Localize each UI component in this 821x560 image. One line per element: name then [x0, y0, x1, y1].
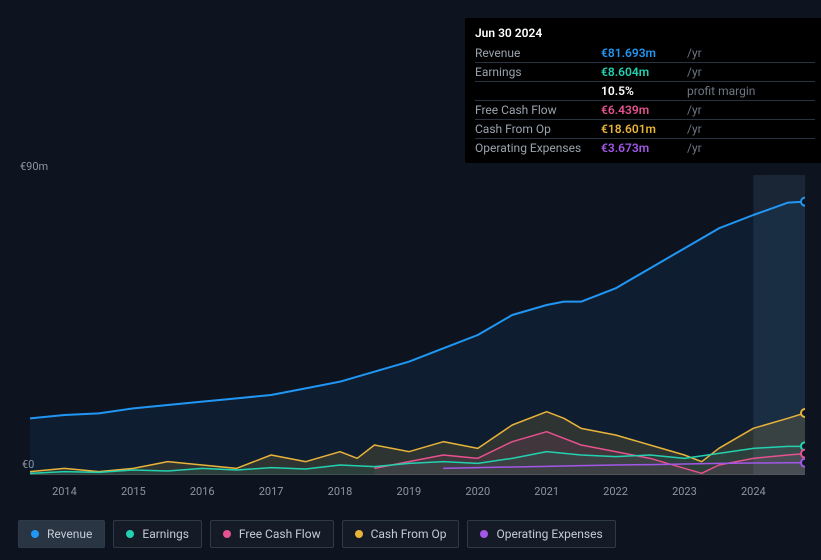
tooltip-row-unit: /yr [687, 63, 815, 82]
tooltip-row: Cash From Op€18.601m/yr [475, 120, 815, 139]
legend-label: Operating Expenses [496, 527, 602, 541]
legend-label: Cash From Op [371, 527, 447, 541]
tooltip-row-label: Operating Expenses [475, 139, 601, 158]
end-marker-free_cash_flow [801, 450, 805, 458]
tooltip-title: Jun 30 2024 [475, 24, 815, 44]
series-area-revenue [30, 202, 805, 475]
tooltip-row-label: Earnings [475, 63, 601, 82]
tooltip-row-unit: /yr [687, 139, 815, 158]
legend-item-free_cash_flow[interactable]: Free Cash Flow [210, 520, 334, 548]
tooltip-row-unit: /yr [687, 101, 815, 120]
tooltip-row-label: Free Cash Flow [475, 101, 601, 120]
legend-dot-icon [480, 530, 488, 538]
legend-item-operating_expenses[interactable]: Operating Expenses [467, 520, 615, 548]
end-marker-operating_expenses [801, 459, 805, 467]
legend-dot-icon [355, 530, 363, 538]
legend-dot-icon [31, 530, 39, 538]
tooltip-row-unit: profit margin [687, 82, 815, 101]
xaxis-tick: 2022 [603, 485, 628, 498]
yaxis-top-label: €90m [20, 160, 48, 173]
xaxis-tick: 2018 [328, 485, 353, 498]
chart-legend: Revenue Earnings Free Cash Flow Cash From O… [18, 520, 616, 548]
xaxis-tick: 2014 [52, 485, 77, 498]
tooltip-row-value: €81.693m [601, 44, 687, 63]
tooltip-row-unit: /yr [687, 120, 815, 139]
end-marker-revenue [801, 198, 805, 206]
xaxis-tick: 2015 [121, 485, 146, 498]
tooltip-row-label: Cash From Op [475, 120, 601, 139]
xaxis-tick: 2019 [397, 485, 422, 498]
tooltip-row-value: €18.601m [601, 120, 687, 139]
xaxis-tick: 2021 [534, 485, 559, 498]
legend-dot-icon [223, 530, 231, 538]
tooltip-row: Operating Expenses€3.673m/yr [475, 139, 815, 158]
xaxis-tick: 2016 [190, 485, 215, 498]
tooltip-row: Free Cash Flow€6.439m/yr [475, 101, 815, 120]
legend-item-cash_from_op[interactable]: Cash From Op [342, 520, 460, 548]
tooltip-row-value: €8.604m [601, 63, 687, 82]
legend-label: Revenue [47, 527, 92, 541]
tooltip-row-label: Revenue [475, 44, 601, 63]
legend-item-revenue[interactable]: Revenue [18, 520, 105, 548]
tooltip-row-label [475, 82, 601, 101]
tooltip-row: 10.5%profit margin [475, 82, 815, 101]
tooltip-row-value: €3.673m [601, 139, 687, 158]
xaxis-tick: 2017 [259, 485, 284, 498]
legend-dot-icon [126, 530, 134, 538]
tooltip-row-unit: /yr [687, 44, 815, 63]
xaxis-tick: 2024 [741, 485, 766, 498]
tooltip-row: Earnings€8.604m/yr [475, 63, 815, 82]
xaxis-tick: 2023 [672, 485, 697, 498]
chart-tooltip: Jun 30 2024 Revenue€81.693m/yrEarnings€8… [465, 18, 821, 163]
xaxis-tick: 2020 [465, 485, 490, 498]
legend-label: Earnings [142, 527, 189, 541]
tooltip-row: Revenue€81.693m/yr [475, 44, 815, 63]
legend-label: Free Cash Flow [239, 527, 321, 541]
tooltip-row-value: 10.5% [601, 82, 687, 101]
financials-chart [30, 175, 805, 475]
tooltip-row-value: €6.439m [601, 101, 687, 120]
end-marker-cash_from_op [801, 409, 805, 417]
legend-item-earnings[interactable]: Earnings [113, 520, 202, 548]
